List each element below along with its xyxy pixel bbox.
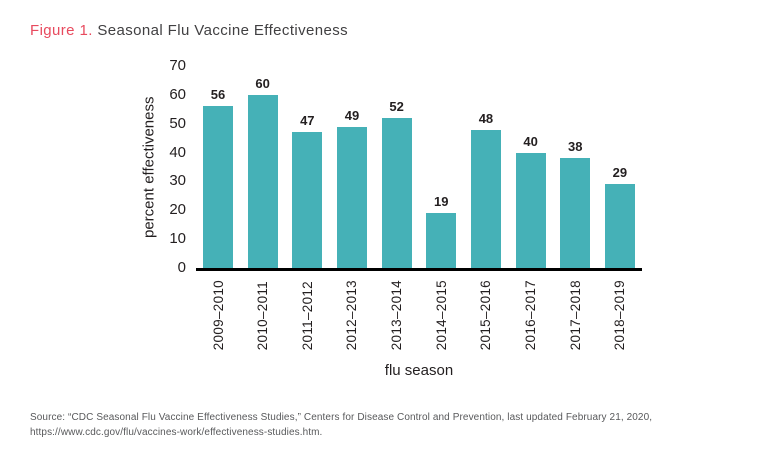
bar <box>515 152 546 268</box>
x-axis-label: flu season <box>384 362 454 380</box>
x-tick-label: 2015–2016 <box>478 280 494 351</box>
bar-value-label: 29 <box>612 165 628 181</box>
y-tick-label: 40 <box>169 143 186 161</box>
x-tick-cell: 2016–2017 <box>516 280 546 350</box>
y-tick-label: 60 <box>169 85 186 103</box>
x-tick-label: 2013–2014 <box>389 280 405 351</box>
figure-title: Figure 1. Seasonal Flu Vaccine Effective… <box>30 22 348 39</box>
x-tick-cell: 2012–2013 <box>337 280 367 350</box>
x-tick-label: 2012–2013 <box>344 280 360 351</box>
bar-value-label: 49 <box>344 107 360 123</box>
bar-value-label: 52 <box>389 98 404 114</box>
plot-area: 56 60 47 49 52 19 48 40 38 29 <box>196 66 642 271</box>
bar-group: 38 <box>560 139 591 268</box>
x-tick-label: 2010–2011 <box>255 281 271 351</box>
plot-wrap: 56 60 47 49 52 19 48 40 38 29 2009–2010 2010–2011 2… <box>196 66 642 379</box>
y-tick-label: 30 <box>169 172 186 190</box>
y-axis-ticks: 0 10 20 30 40 50 60 70 <box>160 57 196 276</box>
bar <box>292 132 323 268</box>
y-tick-label: 20 <box>169 201 186 219</box>
bar-group: 56 <box>203 87 233 268</box>
x-tick-cell: 2014–2015 <box>426 280 456 350</box>
bar <box>470 129 501 268</box>
bar <box>247 94 278 268</box>
x-tick-cell: 2009–2010 <box>203 280 233 350</box>
x-tick-cell: 2017–2018 <box>560 280 590 350</box>
x-tick-cell: 2018–2019 <box>605 280 635 350</box>
bar-group: 47 <box>292 113 323 268</box>
y-tick-label: 70 <box>169 57 186 74</box>
x-axis-labels: 2009–2010 2010–2011 2011–2012 2012–2013 2013… <box>196 280 642 350</box>
figure-label: Figure 1. <box>30 22 93 39</box>
bar-chart: percent effectiveness 0 10 20 30 40 50 60 70 56… <box>138 57 642 379</box>
source-citation: Source: “CDC Seasonal Flu Vaccine Effect… <box>30 412 653 438</box>
y-axis-label: percent effectiveness <box>140 96 158 238</box>
bar <box>560 158 591 268</box>
x-tick-label: 2014–2015 <box>433 280 449 351</box>
x-tick-label: 2016–2017 <box>523 280 539 351</box>
y-tick-label: 0 <box>177 259 186 276</box>
bar-group: 52 <box>381 98 412 268</box>
x-tick-label: 2017–2018 <box>567 280 583 351</box>
x-tick-cell: 2010–2011 <box>248 280 278 350</box>
bar-value-label: 47 <box>300 113 315 129</box>
x-tick-cell: 2011–2012 <box>292 280 322 350</box>
bar-group: 48 <box>470 110 501 268</box>
bar-group: 19 <box>426 194 457 268</box>
x-tick-label: 2018–2019 <box>612 280 628 351</box>
bar-value-label: 40 <box>523 133 538 149</box>
bar-group: 40 <box>515 133 546 268</box>
y-tick-label: 50 <box>169 114 186 132</box>
x-tick-label: 2009–2010 <box>210 280 226 351</box>
bar-group: 60 <box>247 75 278 268</box>
bar-value-label: 56 <box>210 87 226 103</box>
x-tick-label: 2011–2012 <box>299 281 315 351</box>
figure-title-text: Seasonal Flu Vaccine Effectiveness <box>92 22 349 39</box>
y-tick-label: 10 <box>169 230 186 248</box>
bar <box>203 106 233 268</box>
bar-group: 49 <box>336 107 367 268</box>
x-tick-cell: 2013–2014 <box>382 280 412 350</box>
bar-value-label: 60 <box>255 75 270 91</box>
bar <box>336 126 367 268</box>
bar <box>604 184 635 268</box>
bar-value-label: 38 <box>568 139 583 155</box>
bar-value-label: 19 <box>434 194 449 210</box>
bar <box>381 117 412 268</box>
bar-value-label: 48 <box>478 110 494 126</box>
x-tick-cell: 2015–2016 <box>471 280 501 350</box>
bar-group: 29 <box>604 165 635 268</box>
bar <box>426 213 457 268</box>
